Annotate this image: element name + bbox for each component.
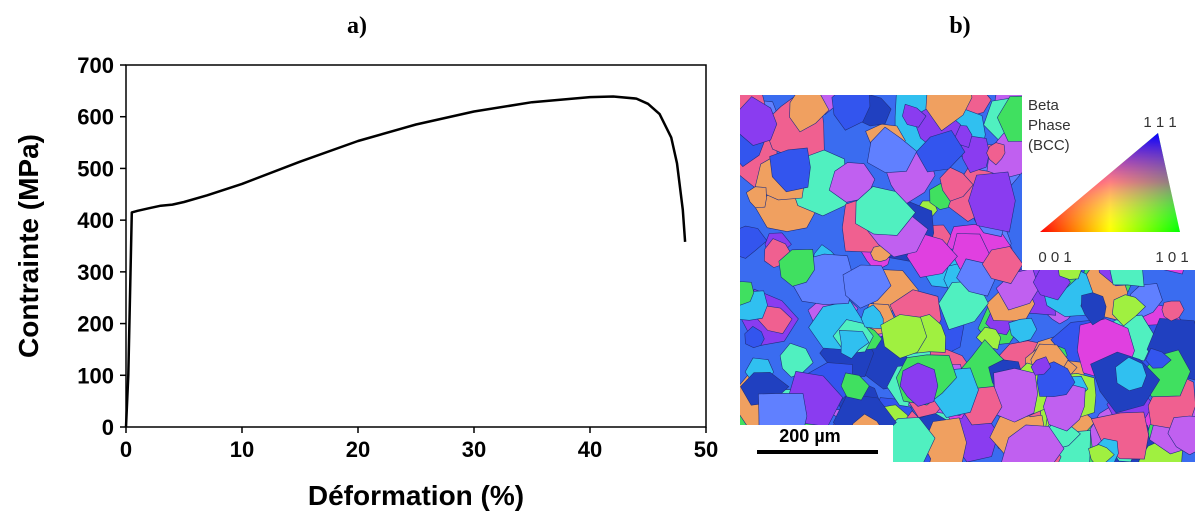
grain <box>975 326 1002 350</box>
grain <box>740 96 778 146</box>
y-tick-label: 700 <box>77 53 114 78</box>
grain <box>1001 424 1065 462</box>
grain <box>745 186 767 209</box>
plot-frame <box>125 64 707 428</box>
y-axis-label: Contrainte (MPa) <box>13 134 44 358</box>
grain <box>1161 300 1185 322</box>
grain <box>855 186 916 236</box>
grain <box>789 95 830 133</box>
x-tick-label: 10 <box>230 437 254 462</box>
panel-label: a) <box>347 13 367 39</box>
x-tick-label: 30 <box>462 437 486 462</box>
legend-title: (BCC) <box>1028 137 1070 154</box>
grain <box>866 126 918 174</box>
grain <box>1115 356 1147 392</box>
grain <box>860 304 884 329</box>
stress-strain-curve <box>124 95 687 428</box>
grain <box>939 166 974 202</box>
y-tick-label: 600 <box>77 105 114 130</box>
y-tick-label: 100 <box>77 363 114 388</box>
grain <box>1081 292 1107 326</box>
grain <box>899 362 939 407</box>
y-tick-label: 200 <box>77 312 114 337</box>
x-tick-label: 0 <box>120 437 132 462</box>
y-tick-label: 500 <box>77 156 114 181</box>
grain <box>1111 294 1146 327</box>
corner-label: 1 1 1 <box>1143 114 1176 131</box>
y-tick-label: 300 <box>77 260 114 285</box>
corner-label: 1 0 1 <box>1155 249 1188 266</box>
corner-label: 0 0 1 <box>1038 249 1071 266</box>
x-tick-label: 40 <box>578 437 602 462</box>
grain <box>838 330 870 360</box>
x-tick-label: 20 <box>346 437 370 462</box>
ipf-triangle-overlay <box>1040 133 1180 232</box>
grain <box>968 171 1016 233</box>
scale-bar-label: 200 µm <box>779 426 840 446</box>
grain <box>744 326 765 349</box>
grain <box>840 372 870 401</box>
grain <box>880 314 928 359</box>
y-tick-label: 0 <box>102 415 114 440</box>
grain <box>778 248 815 287</box>
grain <box>740 225 768 259</box>
grain <box>1088 444 1115 462</box>
grain <box>1145 347 1172 369</box>
grain <box>740 281 755 306</box>
grain <box>986 142 1006 166</box>
x-axis-label: Déformation (%) <box>308 480 524 511</box>
legend-title: Beta <box>1028 97 1060 114</box>
x-tick-label: 50 <box>694 437 718 462</box>
y-tick-label: 400 <box>77 208 114 233</box>
grain <box>981 246 1024 284</box>
scale-bar-box <box>740 425 893 462</box>
grain <box>993 367 1038 423</box>
grain <box>902 103 927 128</box>
grain <box>925 95 973 132</box>
grain <box>769 147 811 193</box>
grain <box>842 264 892 309</box>
grain <box>1030 356 1052 376</box>
grain <box>831 95 871 131</box>
grain <box>1008 317 1038 343</box>
legend-title: Phase <box>1028 117 1071 134</box>
panel-label: b) <box>949 13 970 39</box>
grain <box>1167 415 1195 456</box>
